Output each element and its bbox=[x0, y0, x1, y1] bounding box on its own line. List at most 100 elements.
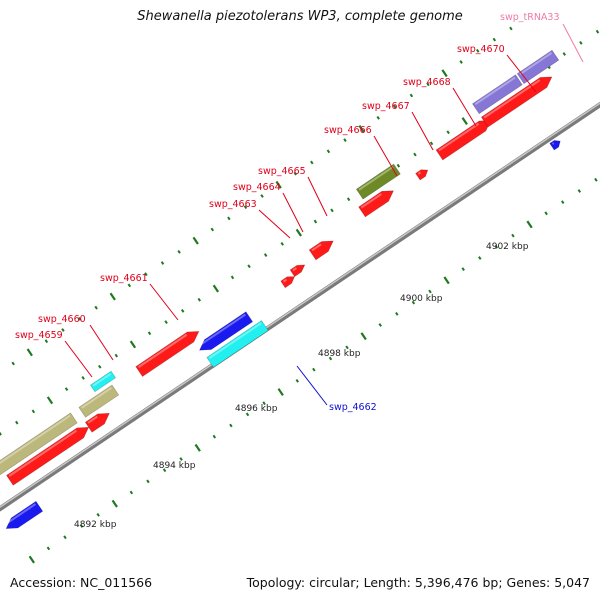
feature-arrow-purple-shape bbox=[472, 74, 523, 115]
tick-mark bbox=[277, 388, 284, 396]
tick-mark bbox=[378, 323, 382, 327]
feature-arrow-cyan bbox=[206, 320, 269, 368]
tick-mark bbox=[109, 292, 116, 301]
tick-mark bbox=[275, 180, 282, 189]
tick-mark bbox=[345, 345, 349, 350]
feature-arrow-khaki-2 bbox=[78, 384, 120, 418]
tick-mark bbox=[160, 261, 165, 265]
feature-arrow-swp-4664-shine bbox=[292, 267, 297, 272]
tick-mark bbox=[229, 423, 233, 428]
feature-arrow-olive bbox=[355, 163, 401, 200]
gene-label-swp-4670: swp_4670 bbox=[457, 44, 505, 55]
tick-mark bbox=[476, 48, 480, 53]
tick-mark bbox=[81, 376, 85, 380]
callout-line-swp-4662 bbox=[296, 365, 328, 406]
callout-line-swp-trna33 bbox=[562, 23, 584, 63]
tick-mark bbox=[459, 60, 463, 64]
callout-line-swp-4667 bbox=[411, 111, 434, 151]
feature-arrow-cyan-small-shine bbox=[92, 373, 112, 387]
tick-mark bbox=[31, 409, 36, 414]
gene-label-swp-4665: swp_4665 bbox=[258, 166, 306, 177]
tick-mark bbox=[429, 141, 434, 146]
feature-arrow-swp-trna33 bbox=[516, 49, 560, 85]
tick-mark bbox=[98, 364, 102, 369]
tick-mark bbox=[15, 420, 19, 425]
scale-label: 4902 kbp bbox=[486, 242, 529, 252]
callout-line-swp-4663 bbox=[258, 209, 291, 239]
gene-label-swp-4668: swp_4668 bbox=[403, 77, 451, 88]
feature-arrow-swp-4664 bbox=[289, 264, 306, 277]
feature-arrow-swp-4662-blue-shape bbox=[199, 311, 254, 351]
gene-label-swp-4662: swp_4662 bbox=[329, 402, 377, 413]
feature-arrow-swp-4663-shine bbox=[282, 278, 288, 283]
genome-backbone-highlight bbox=[0, 102, 600, 509]
tick-mark bbox=[428, 289, 432, 294]
feature-arrow-cyan-small-shape bbox=[89, 370, 117, 393]
feature-arrow-khaki-1-shine bbox=[0, 414, 71, 465]
tick-mark bbox=[192, 236, 199, 245]
tick-mark bbox=[94, 305, 98, 310]
tick-mark bbox=[360, 332, 367, 341]
feature-arrow-blue-left-shine bbox=[5, 503, 37, 525]
tick-mark bbox=[310, 160, 314, 165]
tick-mark bbox=[146, 479, 150, 484]
tick-mark bbox=[443, 276, 450, 285]
tick-mark bbox=[562, 52, 567, 56]
feature-arrow-swp-trna33-shine bbox=[519, 52, 553, 76]
feature-arrow-purple bbox=[472, 74, 523, 115]
tick-mark bbox=[446, 130, 450, 135]
feature-arrow-swp-4661 bbox=[135, 331, 200, 377]
tick-mark bbox=[561, 200, 565, 205]
tick-mark bbox=[180, 309, 185, 313]
feature-arrow-swp-4663 bbox=[280, 276, 296, 289]
feature-arrow-swp-trna33-shape bbox=[516, 49, 560, 85]
tick-mark bbox=[346, 197, 351, 202]
tick-mark bbox=[295, 228, 302, 237]
tick-mark bbox=[395, 311, 399, 316]
tick-mark bbox=[594, 177, 598, 182]
callout-line-swp-4661 bbox=[149, 283, 179, 321]
tick-mark bbox=[330, 208, 334, 213]
feature-arrow-swp-4668-shine bbox=[438, 122, 480, 152]
tick-mark bbox=[494, 244, 499, 249]
feature-arrow-swp-4668 bbox=[435, 120, 492, 161]
tick-mark bbox=[441, 69, 448, 78]
tick-mark bbox=[212, 434, 217, 439]
feature-arrow-swp-4660 bbox=[84, 412, 110, 433]
gene-label-swp-4661: swp_4661 bbox=[100, 273, 148, 284]
tick-mark bbox=[409, 93, 414, 98]
tick-mark bbox=[77, 316, 82, 321]
feature-arrow-swp-4664-shape bbox=[289, 264, 306, 277]
gene-labels: swp_4659 swp_4660 swp_4661 swp_4662 swp_4663… bbox=[15, 12, 560, 413]
callout-line-swp-4665 bbox=[307, 176, 328, 217]
tick-mark bbox=[114, 353, 119, 358]
feature-arrow-swp-4661-shine bbox=[138, 333, 188, 368]
tick-mark bbox=[511, 233, 515, 238]
tick-mark bbox=[129, 490, 134, 495]
accession-text: Accession: NC_011566 bbox=[10, 575, 153, 590]
tick-mark bbox=[210, 227, 215, 232]
feature-arrow-olive-shine bbox=[358, 166, 394, 191]
genome-backbone bbox=[0, 101, 600, 512]
feature-arrow-swp-4659-shape bbox=[6, 426, 90, 486]
callout-line-swp-4668 bbox=[452, 87, 477, 127]
tick-mark bbox=[343, 138, 347, 143]
tick-mark bbox=[478, 256, 482, 260]
feature-arrow-swp-4660-shine bbox=[87, 415, 98, 424]
tick-mark bbox=[111, 499, 118, 508]
feature-arrow-swp-4668-shape bbox=[435, 120, 492, 161]
tick-mark bbox=[46, 396, 54, 405]
tick-mark bbox=[313, 219, 318, 224]
tick-mark bbox=[61, 328, 65, 332]
feature-arrow-khaki-1 bbox=[0, 412, 78, 476]
gene-label-swp-trna33: swp_tRNA33 bbox=[500, 12, 560, 23]
tick-mark bbox=[243, 205, 248, 210]
tick-mark bbox=[595, 29, 600, 34]
tick-mark bbox=[509, 26, 513, 31]
tick-mark bbox=[28, 555, 35, 564]
tick-mark bbox=[376, 115, 380, 120]
tick-mark bbox=[326, 149, 331, 154]
feature-arrow-swp-4659-shine bbox=[8, 429, 78, 477]
